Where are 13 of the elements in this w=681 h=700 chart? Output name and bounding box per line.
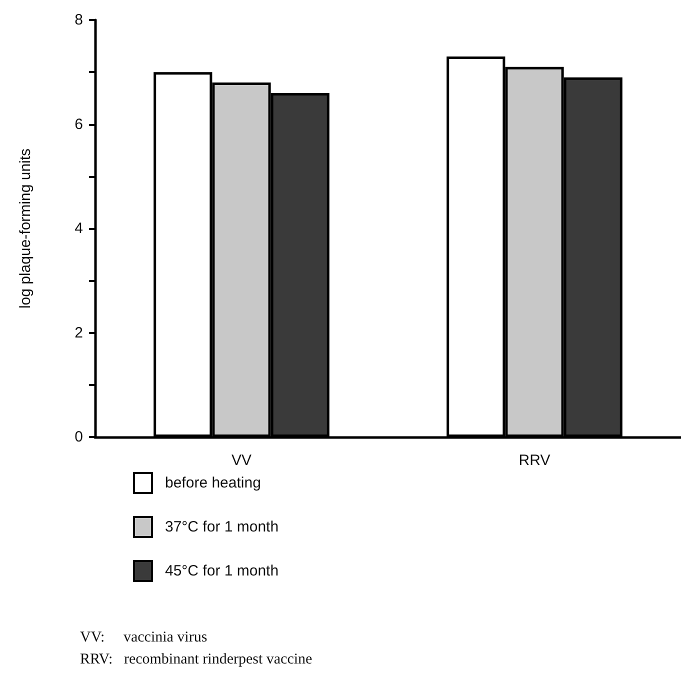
legend-label: before heating — [165, 474, 261, 492]
y-tick-label: 8 — [74, 12, 83, 28]
y-tick-label: 4 — [74, 220, 83, 237]
y-axis-title: log plaque-forming units — [17, 148, 34, 309]
y-tick-label: 2 — [74, 324, 83, 342]
text: VV: vaccinia virus — [80, 630, 208, 646]
y-tick-label: 6 — [74, 116, 83, 133]
x-tick-label: RRV — [518, 452, 550, 469]
text: RRV: recombinant rinderpest vaccine — [80, 652, 313, 668]
legend-label: 45°C for 1 month — [165, 562, 279, 580]
y-tick-label: 0 — [74, 428, 83, 446]
x-tick-label: VV — [231, 452, 252, 469]
legend-label: 37°C for 1 month — [165, 518, 279, 536]
